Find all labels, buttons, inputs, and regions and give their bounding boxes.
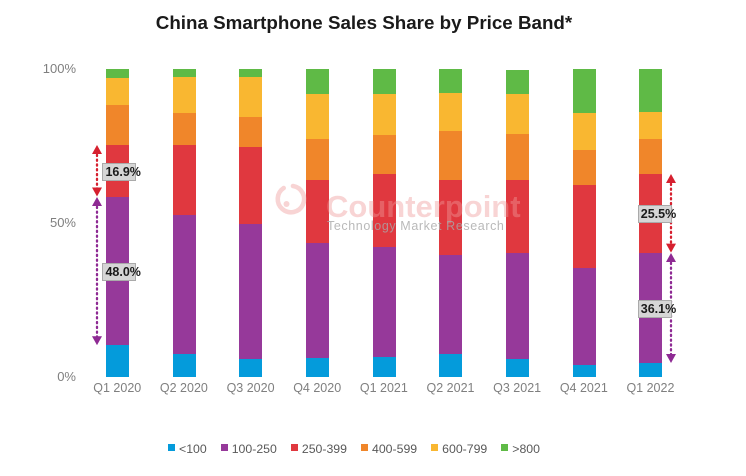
svg-text:Technology Market Research: Technology Market Research — [327, 219, 504, 233]
